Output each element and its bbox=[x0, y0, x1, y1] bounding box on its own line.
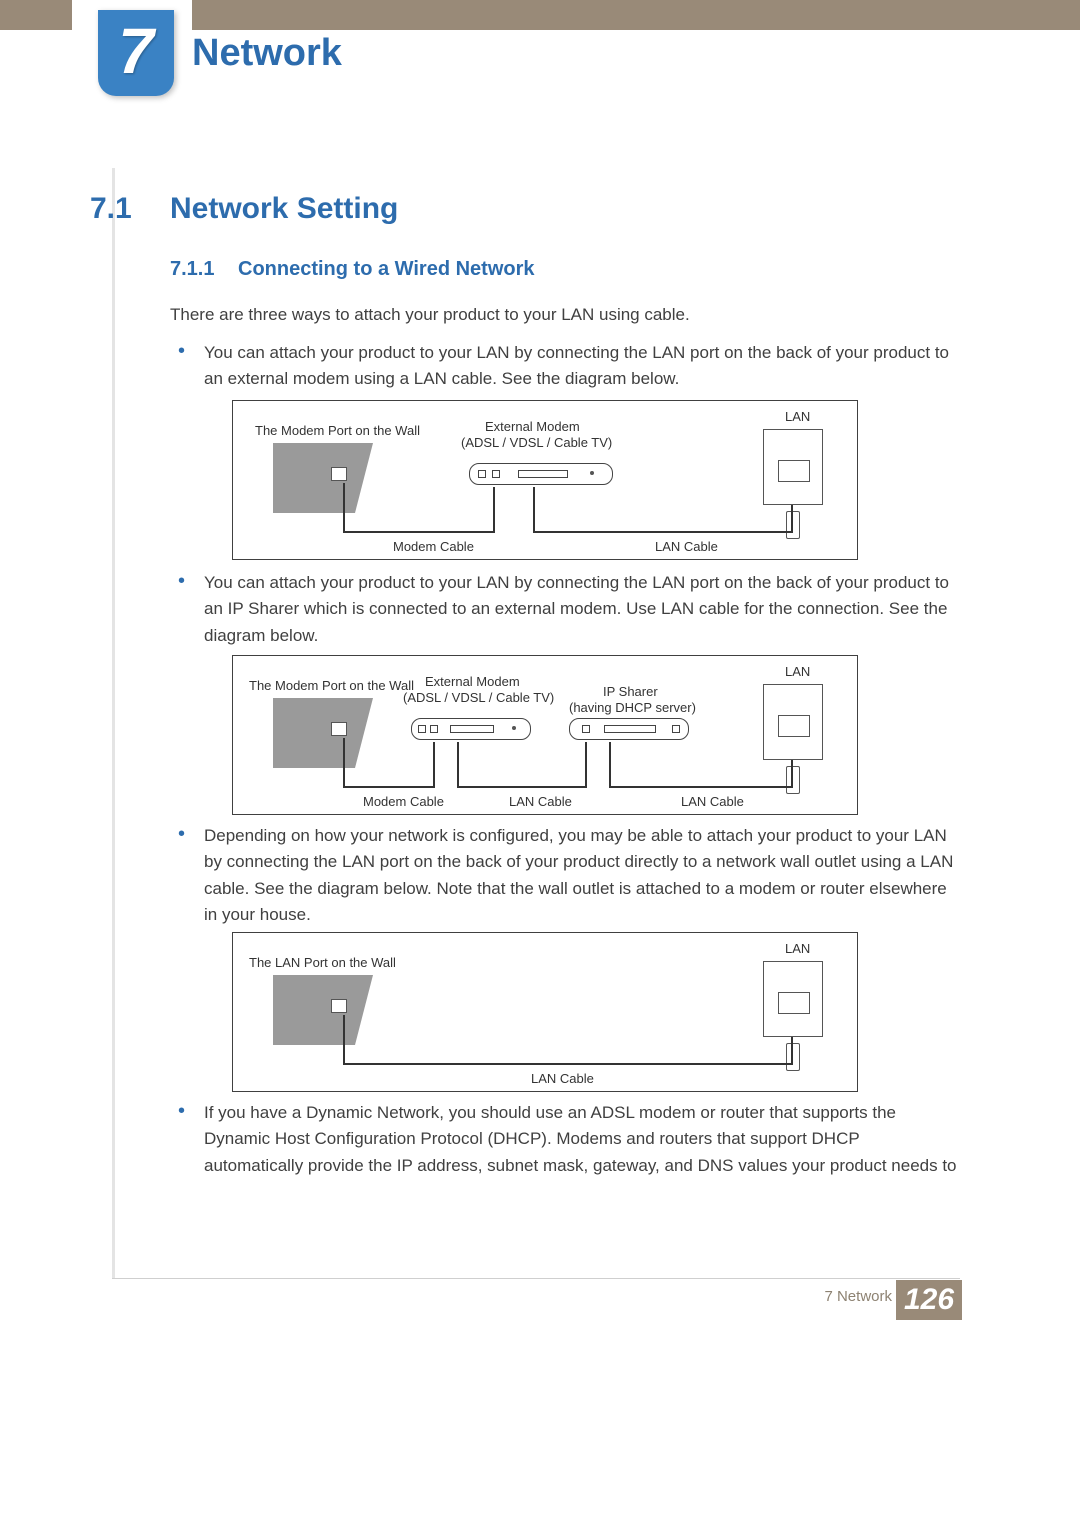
section-number: 7.1 bbox=[90, 192, 132, 226]
chapter-number: 7 bbox=[104, 14, 168, 88]
footer-chapter-ref: 7 Network bbox=[824, 1288, 892, 1305]
diagram2-lan-panel bbox=[763, 684, 823, 760]
section-title: Network Setting bbox=[170, 192, 398, 226]
diagram2-modem bbox=[411, 718, 531, 740]
diagram-2: The Modem Port on the Wall External Mode… bbox=[232, 655, 858, 815]
diagram1-lan-plug bbox=[786, 511, 800, 539]
bullet-3: Depending on how your network is configu… bbox=[204, 823, 960, 928]
intro-text: There are three ways to attach your prod… bbox=[170, 302, 960, 328]
footer-page-badge: 126 bbox=[896, 1280, 962, 1320]
subsection-title: Connecting to a Wired Network bbox=[238, 258, 535, 281]
bullet-icon: • bbox=[178, 340, 185, 363]
diagram1-lan-label: LAN bbox=[785, 409, 810, 424]
diagram1-modem-label-2: (ADSL / VDSL / Cable TV) bbox=[461, 435, 612, 450]
diagram1-lancable-label: LAN Cable bbox=[655, 539, 718, 554]
diagram2-modem-label-1: External Modem bbox=[425, 674, 520, 689]
diagram1-modem-label-1: External Modem bbox=[485, 419, 580, 434]
diagram1-lan-panel bbox=[763, 429, 823, 505]
diagram2-lancable-label-2: LAN Cable bbox=[681, 794, 744, 809]
bullet-4: If you have a Dynamic Network, you shoul… bbox=[204, 1100, 960, 1179]
diagram-1: The Modem Port on the Wall External Mode… bbox=[232, 400, 858, 560]
diagram3-lan-plug bbox=[786, 1043, 800, 1071]
subsection-number: 7.1.1 bbox=[170, 258, 214, 281]
diagram2-ipsharer-label-2: (having DHCP server) bbox=[569, 700, 696, 715]
bullet-icon: • bbox=[178, 1100, 185, 1123]
diagram2-lancable-label-1: LAN Cable bbox=[509, 794, 572, 809]
diagram1-modem bbox=[469, 463, 613, 485]
diagram2-lan-plug bbox=[786, 766, 800, 794]
diagram-3: The LAN Port on the Wall LAN RJ45 LAN Ca… bbox=[232, 932, 858, 1092]
diagram2-wall-label: The Modem Port on the Wall bbox=[249, 678, 414, 693]
left-margin-rule bbox=[112, 168, 115, 1278]
diagram3-lancable-label: LAN Cable bbox=[531, 1071, 594, 1086]
diagram3-lan-panel bbox=[763, 961, 823, 1037]
bullet-icon: • bbox=[178, 823, 185, 846]
diagram3-lan-label: LAN bbox=[785, 941, 810, 956]
diagram2-modemcable-label: Modem Cable bbox=[363, 794, 444, 809]
diagram2-ipsharer bbox=[569, 718, 689, 740]
diagram2-ipsharer-label-1: IP Sharer bbox=[603, 684, 658, 699]
diagram2-lan-label: LAN bbox=[785, 664, 810, 679]
diagram1-wall-label: The Modem Port on the Wall bbox=[255, 423, 420, 438]
bullet-2: You can attach your product to your LAN … bbox=[204, 570, 960, 649]
diagram2-modem-label-2: (ADSL / VDSL / Cable TV) bbox=[403, 690, 554, 705]
bullet-1: You can attach your product to your LAN … bbox=[204, 340, 960, 393]
bullet-icon: • bbox=[178, 570, 185, 593]
chapter-title: Network bbox=[192, 32, 342, 75]
diagram3-wall-label: The LAN Port on the Wall bbox=[249, 955, 396, 970]
page: 7 Network 7.1 Network Setting 7.1.1 Conn… bbox=[0, 0, 1080, 1527]
footer-rule bbox=[112, 1278, 960, 1279]
diagram1-modemcable-label: Modem Cable bbox=[393, 539, 474, 554]
